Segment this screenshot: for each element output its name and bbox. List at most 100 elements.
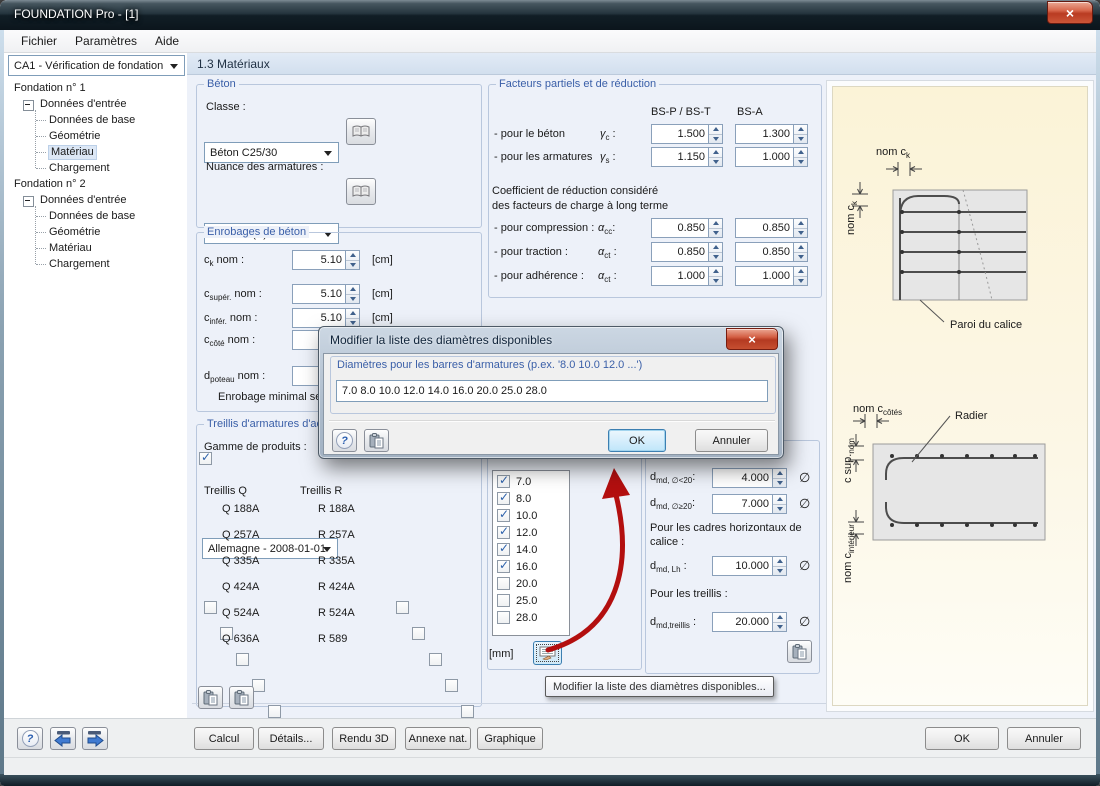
- q524a-checkbox[interactable]: [268, 705, 282, 718]
- tree-item-geometrie-1[interactable]: Géométrie: [35, 130, 101, 142]
- dialog-ok-button[interactable]: OK: [608, 429, 666, 452]
- cancel-button[interactable]: Annuler: [1007, 727, 1081, 750]
- tree-item-chargement-2[interactable]: Chargement: [36, 258, 110, 270]
- dialog-close-button[interactable]: ×: [726, 328, 778, 350]
- csup-nom-input[interactable]: 5.10: [292, 284, 345, 304]
- classe-library-button[interactable]: [346, 118, 376, 145]
- tree-item-chargement-1[interactable]: Chargement: [36, 162, 110, 174]
- gamma-c-bsp-input[interactable]: 1.500: [651, 124, 708, 144]
- spinner[interactable]: [772, 494, 787, 514]
- alpha-cc-bsp-input[interactable]: 0.850: [651, 218, 708, 238]
- annexe-nat-button[interactable]: Annexe nat.: [405, 727, 471, 750]
- dmd-ge20-input[interactable]: 7.000: [712, 494, 772, 514]
- spinner[interactable]: [772, 468, 787, 488]
- alpha-adh-bsa-input[interactable]: 1.000: [735, 266, 793, 286]
- r524a-checkbox[interactable]: [460, 705, 474, 718]
- spinner[interactable]: [793, 147, 808, 167]
- r257a-checkbox[interactable]: [412, 627, 426, 640]
- ck-nom-input[interactable]: 5.10: [292, 250, 345, 270]
- gamma-c-bsa-input[interactable]: 1.300: [735, 124, 793, 144]
- dialog-help-button[interactable]: ?: [332, 429, 357, 452]
- diam-12-checkbox[interactable]: [497, 524, 510, 539]
- ok-button[interactable]: OK: [925, 727, 999, 750]
- dmd-treillis-input[interactable]: 20.000: [712, 612, 772, 632]
- alpha-cc-bsa-input[interactable]: 0.850: [735, 218, 793, 238]
- nuance-library-button[interactable]: [346, 178, 376, 205]
- spinner[interactable]: [793, 266, 808, 286]
- spinner[interactable]: [772, 612, 787, 632]
- alpha-ct-bsp-input[interactable]: 0.850: [651, 242, 708, 262]
- tree-item-fondation-2[interactable]: Fondation n° 2: [14, 178, 86, 190]
- title-bar[interactable]: [0, 0, 1100, 30]
- previous-window-button[interactable]: [50, 727, 76, 750]
- csup-nom-spinner[interactable]: [345, 284, 360, 304]
- diam-8-checkbox[interactable]: [497, 490, 510, 505]
- spinner[interactable]: [772, 556, 787, 576]
- gamma-s-bsp-input[interactable]: 1.150: [651, 147, 708, 167]
- tree-expander-icon[interactable]: [23, 100, 34, 111]
- cinf-nom-spinner[interactable]: [345, 308, 360, 328]
- dmd-ge20-spin: 7.000: [712, 494, 787, 514]
- tree-item-fondation-1[interactable]: Fondation n° 1: [14, 82, 86, 94]
- gamme-combobox[interactable]: Allemagne - 2008-01-01: [202, 538, 338, 559]
- diameters-text-input[interactable]: 7.0 8.0 10.0 12.0 14.0 16.0 20.0 25.0 28…: [336, 380, 768, 402]
- classe-combobox[interactable]: Béton C25/30: [204, 142, 339, 163]
- dmd-paste-button[interactable]: [787, 640, 812, 663]
- dialog-paste-button[interactable]: [364, 429, 389, 452]
- graphique-button[interactable]: Graphique: [477, 727, 543, 750]
- dmd-lh-input[interactable]: 10.000: [712, 556, 772, 576]
- tree-expander-icon[interactable]: [23, 196, 34, 207]
- rendu-3d-button[interactable]: Rendu 3D: [332, 727, 396, 750]
- menu-fichier[interactable]: Fichier: [21, 34, 58, 48]
- menu-parametres[interactable]: Paramètres: [75, 34, 138, 48]
- spinner[interactable]: [708, 147, 723, 167]
- ck-nom-spinner[interactable]: [345, 250, 360, 270]
- clipboard-icon: [203, 689, 218, 705]
- cinf-nom-input[interactable]: 5.10: [292, 308, 345, 328]
- tree-item-materiau-2[interactable]: Matériau: [36, 242, 92, 254]
- diam-16-checkbox[interactable]: [497, 558, 510, 573]
- copy-parameters-button[interactable]: [198, 686, 223, 709]
- tree-item-geometrie-2[interactable]: Géométrie: [35, 226, 101, 238]
- spinner[interactable]: [708, 218, 723, 238]
- r335a-checkbox[interactable]: [428, 653, 442, 666]
- q257a-checkbox[interactable]: [220, 627, 234, 640]
- tree-item-donnees-de-base-1[interactable]: Données de base: [35, 114, 136, 126]
- calcul-button[interactable]: Calcul: [194, 727, 254, 750]
- spinner[interactable]: [793, 218, 808, 238]
- r188a-checkbox[interactable]: [396, 601, 410, 614]
- dmd-lt20-input[interactable]: 4.000: [712, 468, 772, 488]
- dialog-cancel-button[interactable]: Annuler: [695, 429, 768, 452]
- r424a-checkbox[interactable]: [444, 679, 458, 692]
- diametres-listbox[interactable]: 7.0 8.0 10.0 12.0 14.0 16.0 20.0 25.0 28…: [492, 470, 570, 636]
- spinner[interactable]: [708, 124, 723, 144]
- diam-20-checkbox[interactable]: [497, 577, 510, 590]
- spinner[interactable]: [708, 266, 723, 286]
- tree-item-donnees-entree-2[interactable]: Données d'entrée: [40, 194, 127, 206]
- q335a-checkbox[interactable]: [236, 653, 250, 666]
- paste-parameters-button[interactable]: [229, 686, 254, 709]
- case-selector-combobox[interactable]: CA1 - Vérification de fondation: [8, 55, 185, 76]
- spinner[interactable]: [793, 242, 808, 262]
- diam-14-checkbox[interactable]: [497, 541, 510, 556]
- gamma-s-bsa-input[interactable]: 1.000: [735, 147, 793, 167]
- enrobage-minimal-checkbox[interactable]: [199, 450, 212, 465]
- diam-28-checkbox[interactable]: [497, 611, 510, 624]
- spinner[interactable]: [793, 124, 808, 144]
- diam-25-checkbox[interactable]: [497, 594, 510, 607]
- tree-item-materiau-1[interactable]: Matériau: [36, 145, 97, 160]
- diam-7-checkbox[interactable]: [497, 473, 510, 488]
- tree-item-donnees-de-base-2[interactable]: Données de base: [35, 210, 136, 222]
- alpha-adh-bsp-input[interactable]: 1.000: [651, 266, 708, 286]
- next-window-button[interactable]: [82, 727, 108, 750]
- spinner[interactable]: [708, 242, 723, 262]
- diam-10-checkbox[interactable]: [497, 507, 510, 522]
- menu-aide[interactable]: Aide: [155, 34, 180, 48]
- q424a-checkbox[interactable]: [252, 679, 266, 692]
- window-close-button[interactable]: ×: [1047, 1, 1093, 24]
- alpha-ct-bsa-input[interactable]: 0.850: [735, 242, 793, 262]
- details-button[interactable]: Détails...: [258, 727, 324, 750]
- q188a-checkbox[interactable]: [204, 601, 217, 614]
- tree-item-donnees-entree-1[interactable]: Données d'entrée: [40, 98, 127, 110]
- help-button[interactable]: ?: [17, 727, 43, 750]
